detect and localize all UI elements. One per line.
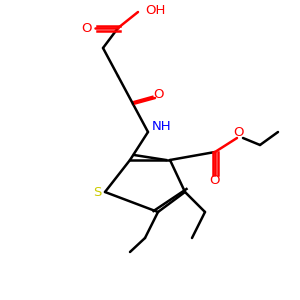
Text: O: O — [82, 22, 92, 34]
Text: O: O — [234, 127, 244, 140]
Text: OH: OH — [145, 4, 165, 16]
Text: O: O — [210, 175, 220, 188]
Text: O: O — [154, 88, 164, 100]
Text: NH: NH — [152, 121, 172, 134]
Text: S: S — [93, 185, 101, 199]
